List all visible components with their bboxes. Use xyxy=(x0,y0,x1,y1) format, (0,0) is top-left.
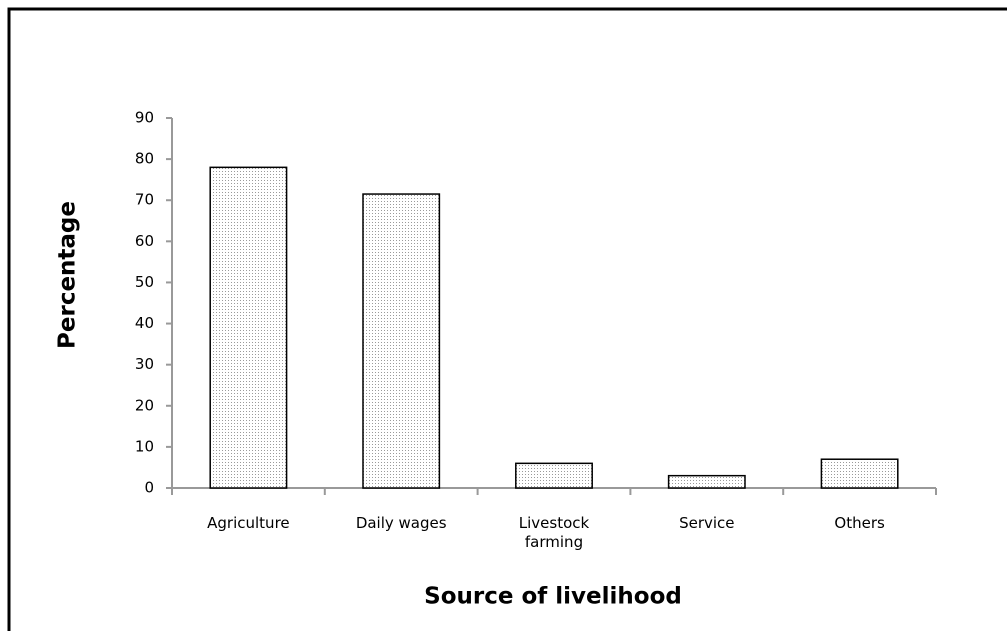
y-axis-label: Percentage xyxy=(55,201,81,349)
y-tick-label: 80 xyxy=(135,150,154,168)
y-tick-label: 0 xyxy=(144,479,154,497)
y-tick-label: 20 xyxy=(135,396,154,414)
y-tick-label: 70 xyxy=(135,191,154,209)
y-tick-label: 60 xyxy=(135,232,154,250)
x-tick-label: Livestock farming xyxy=(518,514,590,551)
bar xyxy=(362,193,441,489)
x-tick-label: Agriculture xyxy=(207,514,290,532)
bar xyxy=(667,474,746,489)
y-tick-label: 50 xyxy=(135,273,154,291)
x-tick-label: Daily wages xyxy=(355,514,447,532)
x-axis-label: Source of livelihood xyxy=(424,584,682,610)
bar xyxy=(820,458,899,489)
x-tick-label: Service xyxy=(679,514,735,532)
frame xyxy=(7,7,1007,631)
y-tick-label: 90 xyxy=(135,109,154,127)
bar xyxy=(209,166,288,489)
y-tick-label: 40 xyxy=(135,314,154,332)
y-tick-label: 10 xyxy=(135,437,154,455)
bar xyxy=(515,462,593,489)
x-tick-label: Others xyxy=(834,514,885,532)
y-tick-label: 30 xyxy=(135,355,154,373)
